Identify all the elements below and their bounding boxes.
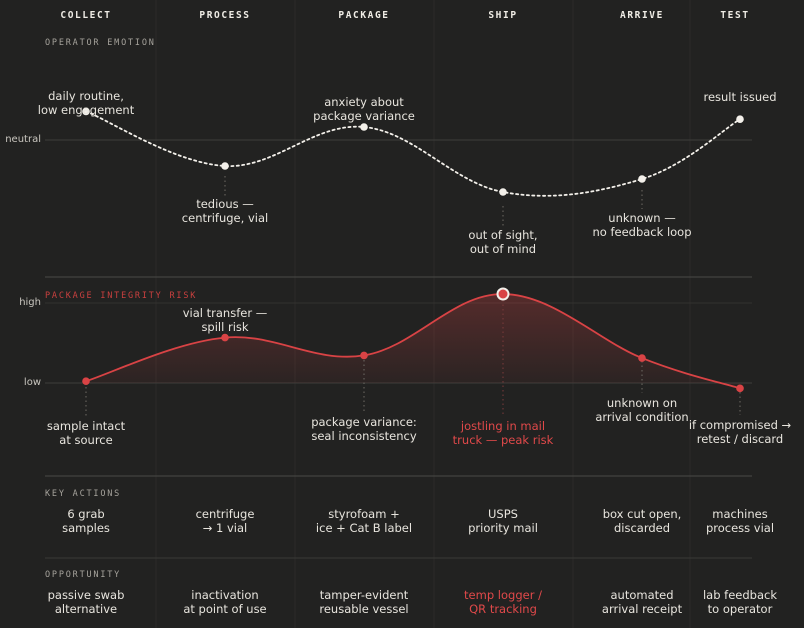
risk-annotation-process: vial transfer — spill risk — [182, 306, 268, 334]
opportunity-arrive: automated arrival receipt — [601, 588, 683, 616]
risk-annotation-test: if compromised → retest / discard — [688, 418, 792, 446]
stage-header-test: TEST — [720, 10, 750, 21]
stage-header-process: PROCESS — [199, 10, 251, 21]
emotion-point-test — [736, 115, 744, 123]
emotion-line — [85, 110, 741, 197]
risk-area-fill — [86, 293, 740, 389]
section-label-emotion: OPERATOR EMOTION — [45, 38, 156, 48]
stage-header-package: PACKAGE — [338, 10, 390, 21]
opportunity-ship: temp logger / QR tracking — [464, 588, 542, 616]
emotion-annotation-package: anxiety about package variance — [313, 95, 415, 123]
axis-label-high: high — [19, 297, 41, 308]
emotion-point-package — [360, 123, 368, 131]
axis-label-low: low — [23, 377, 41, 388]
risk-point-test — [736, 384, 744, 393]
stage-header-collect: COLLECT — [60, 10, 112, 21]
opportunity-collect: passive swab alternative — [47, 588, 125, 616]
risk-annotation-arrive: unknown on arrival condition — [595, 396, 689, 424]
stage-header-arrive: ARRIVE — [620, 10, 664, 21]
risk-point-arrive — [638, 354, 646, 362]
emotion-annotation-arrive: unknown — no feedback loop — [592, 211, 692, 239]
section-label-key-actions: KEY ACTIONS — [45, 489, 122, 499]
key-action-test: machines process vial — [705, 507, 775, 535]
emotion-annotation-ship: out of sight, out of mind — [468, 228, 538, 256]
emotion-annotation-process: tedious — centrifuge, vial — [181, 197, 269, 225]
risk-annotation-ship: jostling in mail truck — peak risk — [452, 419, 554, 447]
key-action-process: centrifuge → 1 vial — [195, 507, 255, 535]
emotion-point-ship — [499, 188, 507, 196]
risk-annotation-collect: sample intact at source — [46, 419, 126, 447]
axis-label-neutral: neutral — [5, 134, 41, 145]
risk-point-process — [221, 333, 229, 342]
opportunity-package: tamper-evident reusable vessel — [319, 588, 409, 616]
emotion-annotation-test: result issued — [703, 90, 777, 104]
section-label-risk: PACKAGE INTEGRITY RISK — [45, 291, 198, 301]
risk-point-package — [360, 351, 368, 360]
emotion-point-process — [221, 162, 229, 170]
risk-peak-point-ship — [496, 287, 510, 301]
key-action-package: styrofoam + ice + Cat B label — [315, 507, 413, 535]
stage-header-ship: SHIP — [488, 10, 518, 21]
key-action-collect: 6 grab samples — [62, 507, 110, 535]
emotion-point-collect — [82, 107, 90, 116]
risk-annotation-package: package variance: seal inconsistency — [311, 415, 417, 443]
opportunity-process: inactivation at point of use — [183, 588, 267, 616]
key-action-arrive: box cut open, discarded — [602, 507, 682, 535]
key-action-ship: USPS priority mail — [468, 507, 538, 535]
section-label-opportunity: OPPORTUNITY — [45, 570, 122, 580]
emotion-annotation-collect: daily routine, low engagement — [37, 89, 135, 117]
emotion-point-arrive — [638, 175, 646, 183]
opportunity-test: lab feedback to operator — [702, 588, 778, 616]
risk-point-collect — [82, 377, 90, 386]
